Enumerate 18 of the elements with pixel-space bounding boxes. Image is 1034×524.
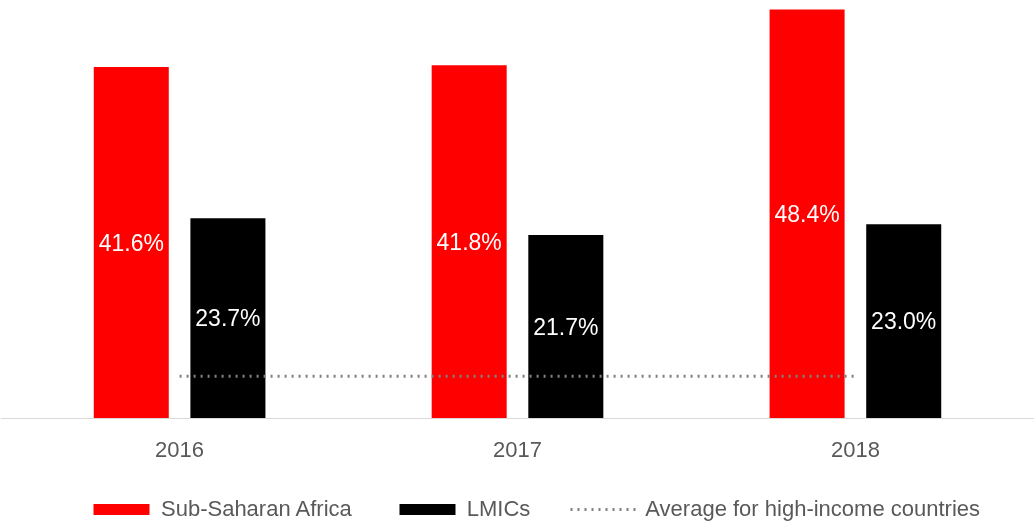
data-label: 23.0% <box>871 308 937 335</box>
bar <box>190 218 266 419</box>
data-label: 41.8% <box>436 228 502 255</box>
legend-label: LMICs <box>466 496 531 522</box>
x-tick-label: 2016 <box>155 437 205 463</box>
x-tick-label: 2017 <box>493 437 542 463</box>
data-label: 41.6% <box>98 229 164 256</box>
data-label: 21.7% <box>533 313 599 340</box>
bar <box>528 235 604 419</box>
x-tick-label: 2018 <box>830 437 880 463</box>
bar <box>431 65 507 419</box>
data-label: 23.7% <box>195 305 261 332</box>
bar <box>93 66 169 419</box>
data-label: 48.4% <box>774 200 840 227</box>
legend-label: Sub-Saharan Africa <box>161 496 352 522</box>
bar <box>866 224 942 419</box>
bar <box>769 9 845 419</box>
legend-label: Average for high-income countries <box>645 496 981 522</box>
